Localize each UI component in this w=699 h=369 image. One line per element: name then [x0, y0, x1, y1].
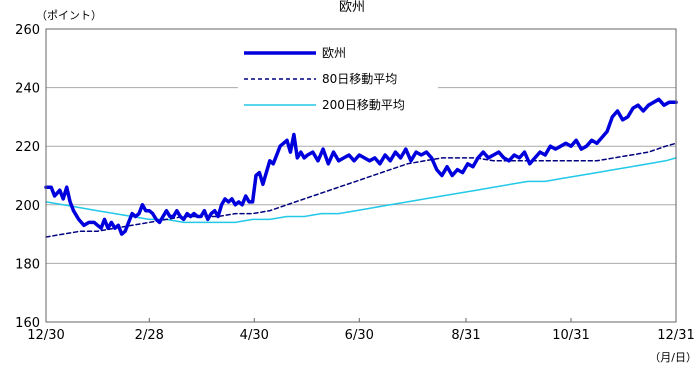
- series-line-1: [45, 142, 677, 238]
- x-tick-label: 2/28: [135, 328, 164, 343]
- y-tick-label: 240: [15, 82, 40, 97]
- x-tick-label: 12/31: [657, 328, 694, 343]
- y-tick-label: 220: [15, 140, 40, 155]
- plot-series: [44, 97, 678, 238]
- y-tick-label: 260: [15, 23, 40, 38]
- y-tick-label: 160: [15, 316, 40, 331]
- series-line-2: [45, 157, 677, 224]
- legend-label: 欧州: [322, 46, 346, 60]
- x-tick-label: 12/30: [27, 328, 64, 343]
- axis-tick-labels: 160 180 200 220 240 260 12/30 2/28 4/30 6/30 8/31 1…: [15, 23, 695, 343]
- x-tick-label: 6/30: [345, 328, 374, 343]
- x-axis-label: （月/日）: [649, 351, 697, 364]
- chart-title: 欧州: [339, 0, 365, 15]
- legend-background: [238, 37, 438, 121]
- x-tick-label: 10/31: [552, 328, 589, 343]
- x-tick-label: 8/31: [451, 328, 480, 343]
- y-tick-label: 180: [15, 257, 40, 272]
- legend-label: 80日移動平均: [322, 72, 397, 86]
- series-line-0: [44, 97, 678, 236]
- y-tick-label: 200: [15, 199, 40, 214]
- legend-label: 200日移動平均: [322, 98, 405, 112]
- plot-frame: [45, 28, 677, 323]
- y-axis-label: （ポイント）: [36, 9, 102, 22]
- legend: 欧州 80日移動平均 200日移動平均: [238, 37, 438, 121]
- x-tick-label: 4/30: [240, 328, 269, 343]
